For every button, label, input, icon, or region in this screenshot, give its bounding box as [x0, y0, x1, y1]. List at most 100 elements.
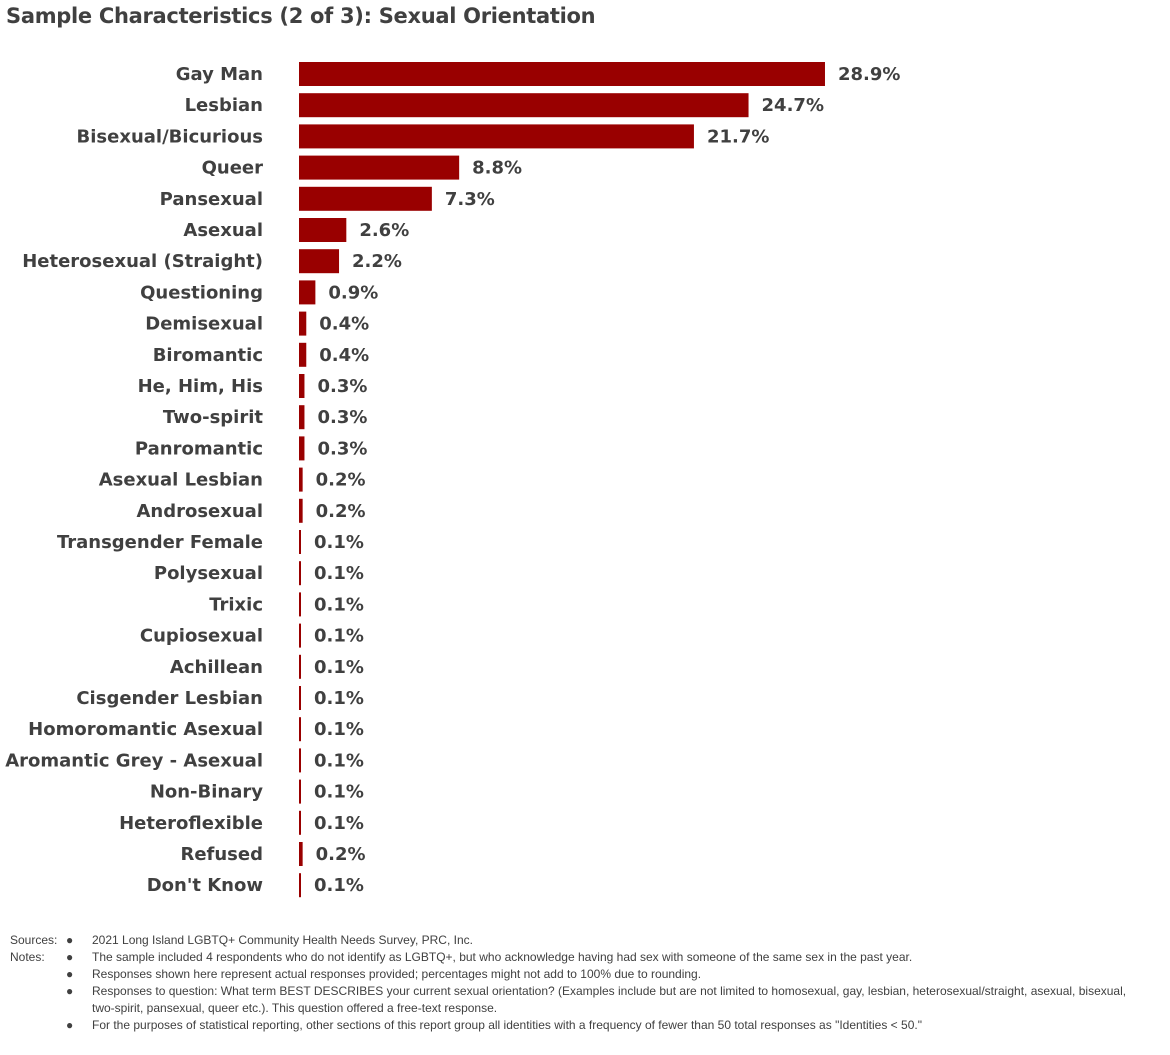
- value-label: 0.1%: [314, 532, 364, 553]
- bar: [299, 62, 825, 86]
- note-text: Responses to question: What term BEST DE…: [92, 984, 1127, 1015]
- value-label: 0.2%: [316, 470, 366, 491]
- category-label: Achillean: [170, 657, 263, 678]
- bar: [299, 530, 301, 554]
- category-label: Biromantic: [153, 345, 263, 366]
- bar: [299, 654, 301, 679]
- bar: [299, 873, 301, 898]
- value-label: 0.1%: [314, 594, 364, 615]
- value-label: 21.7%: [707, 126, 769, 147]
- value-label: 28.9%: [838, 64, 900, 85]
- category-label: Cisgender Lesbian: [76, 688, 263, 709]
- value-label: 0.1%: [314, 657, 364, 678]
- note-text: The sample included 4 respondents who do…: [92, 950, 913, 964]
- category-label: Panromantic: [135, 438, 263, 459]
- footnotes: Sources: ● 2021 Long Island LGBTQ+ Commu…: [10, 932, 1150, 1034]
- value-label: 2.6%: [359, 220, 409, 241]
- bar: [299, 280, 316, 305]
- value-label: 0.1%: [314, 782, 364, 803]
- value-label: 0.1%: [314, 688, 364, 709]
- category-label: Questioning: [140, 282, 263, 303]
- value-label: 0.1%: [314, 750, 364, 771]
- bar-chart: Gay Man 28.9% Lesbian 24.7% Bisexual/Bicurio…: [5, 62, 900, 898]
- value-label: 0.3%: [317, 376, 367, 397]
- value-label: 2.2%: [352, 251, 402, 272]
- bar: [299, 405, 305, 430]
- value-label: 0.2%: [316, 501, 366, 522]
- value-label: 8.8%: [472, 158, 522, 179]
- bar: [299, 686, 301, 710]
- bar: [299, 717, 301, 742]
- source-text: 2021 Long Island LGBTQ+ Community Health…: [92, 933, 473, 947]
- note-text: Responses shown here represent actual re…: [92, 967, 702, 981]
- bullet-icon: ●: [66, 984, 74, 998]
- chart-title: Sample Characteristics (2 of 3): Sexual …: [6, 4, 596, 28]
- note-row: Notes: ● The sample included 4 responden…: [10, 949, 1150, 966]
- category-label: Lesbian: [185, 95, 263, 116]
- value-label: 24.7%: [762, 95, 824, 116]
- category-label: Aromantic Grey - Asexual: [5, 750, 263, 771]
- category-label: Don't Know: [147, 875, 263, 896]
- note-row: ● Responses to question: What term BEST …: [10, 983, 1150, 1017]
- category-label: Androsexual: [136, 501, 263, 522]
- category-label: Asexual Lesbian: [99, 470, 263, 491]
- value-label: 0.3%: [317, 438, 367, 459]
- value-label: 0.3%: [317, 407, 367, 428]
- notes-label: Notes:: [10, 950, 45, 964]
- value-label: 0.1%: [314, 563, 364, 584]
- value-label: 0.2%: [316, 844, 366, 865]
- note-text: For the purposes of statistical reportin…: [92, 1018, 922, 1032]
- bar: [299, 436, 305, 461]
- category-label: Polysexual: [154, 563, 263, 584]
- category-label: Trixic: [209, 594, 263, 615]
- value-label: 0.1%: [314, 875, 364, 896]
- sources-row: Sources: ● 2021 Long Island LGBTQ+ Commu…: [10, 932, 1150, 949]
- value-label: 0.1%: [314, 813, 364, 834]
- bar: [299, 467, 303, 492]
- bars-group: Gay Man 28.9% Lesbian 24.7% Bisexual/Bicurio…: [5, 62, 900, 898]
- category-label: Refused: [180, 844, 263, 865]
- bullet-icon: ●: [66, 950, 74, 964]
- category-label: Pansexual: [160, 189, 263, 210]
- category-label: Demisexual: [145, 314, 263, 335]
- bar: [299, 592, 301, 617]
- category-label: He, Him, His: [138, 376, 263, 397]
- category-label: Bisexual/Bicurious: [77, 126, 263, 147]
- value-label: 0.9%: [328, 282, 378, 303]
- sources-label: Sources:: [10, 933, 58, 947]
- note-row: ● For the purposes of statistical report…: [10, 1017, 1150, 1034]
- category-label: Heterosexual (Straight): [22, 251, 263, 272]
- bar: [299, 779, 301, 804]
- category-label: Heteroflexible: [119, 813, 263, 834]
- category-label: Asexual: [183, 220, 263, 241]
- bar: [299, 93, 749, 118]
- bar: [299, 124, 694, 149]
- category-label: Queer: [202, 158, 264, 179]
- note-row: ● Responses shown here represent actual …: [10, 966, 1150, 983]
- value-label: 0.1%: [314, 719, 364, 740]
- bar: [299, 561, 301, 586]
- value-label: 0.4%: [319, 345, 369, 366]
- value-label: 7.3%: [445, 189, 495, 210]
- category-label: Non-Binary: [150, 782, 263, 803]
- category-label: Two-spirit: [163, 407, 264, 428]
- bullet-icon: ●: [66, 1018, 74, 1032]
- bar: [299, 249, 340, 274]
- bar: [299, 623, 301, 648]
- bar: [299, 155, 460, 180]
- category-label: Homoromantic Asexual: [28, 719, 263, 740]
- bar: [299, 498, 303, 523]
- bar: [299, 374, 305, 398]
- bar: [299, 342, 307, 367]
- category-label: Gay Man: [176, 64, 263, 85]
- bar: [299, 218, 347, 242]
- category-label: Cupiosexual: [140, 626, 263, 647]
- category-label: Transgender Female: [57, 532, 263, 553]
- bar: [299, 842, 303, 866]
- value-label: 0.1%: [314, 626, 364, 647]
- bullet-icon: ●: [66, 933, 74, 947]
- bar: [299, 311, 307, 336]
- bar: [299, 810, 301, 835]
- value-label: 0.4%: [319, 314, 369, 335]
- bar: [299, 748, 301, 773]
